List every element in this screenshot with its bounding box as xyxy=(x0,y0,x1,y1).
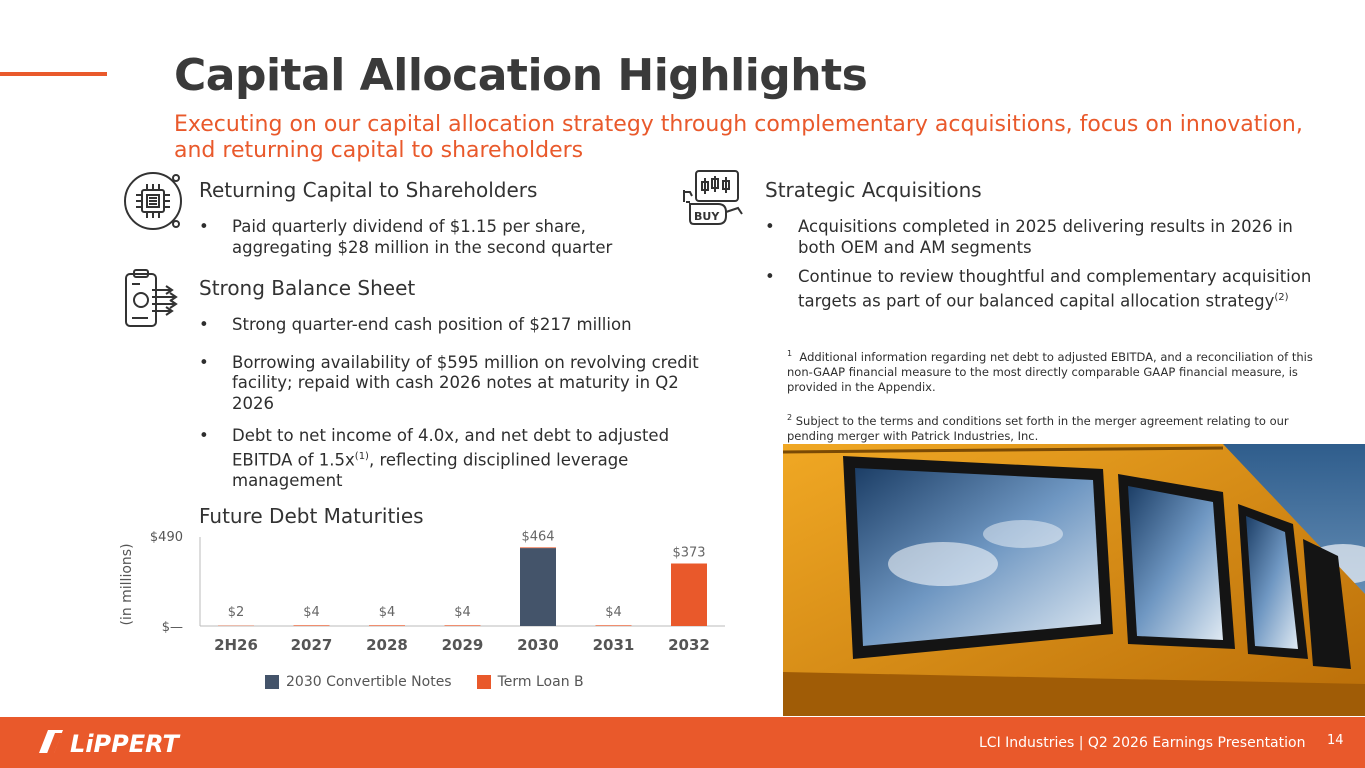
data-label-2027: $4 xyxy=(303,605,320,620)
balance-sheet-bullets: Strong quarter-end cash position of $217… xyxy=(199,315,699,491)
bar-2031-series-1 xyxy=(595,625,632,626)
returning-capital-heading: Returning Capital to Shareholders xyxy=(199,178,538,202)
leverage-text-b: , reflecting disciplined leverage manage… xyxy=(232,450,629,490)
title-accent-line xyxy=(0,72,107,76)
legend-label-term-loan-b: Term Loan B xyxy=(497,674,584,690)
school-bus-windows-photo xyxy=(783,444,1365,716)
lippert-logo: LiPPERT xyxy=(36,727,246,759)
footnote-1-mark: 1 xyxy=(787,349,793,358)
acquisitions-completed-bullet: Acquisitions completed in 2025 deliverin… xyxy=(765,217,1330,258)
legend-item-convertible-notes: 2030 Convertible Notes xyxy=(265,674,452,690)
acquisition-targets-bullet: Continue to review thoughtful and comple… xyxy=(765,267,1330,312)
leverage-bullet: Debt to net income of 4.0x, and net debt… xyxy=(199,426,699,491)
data-label-2029: $4 xyxy=(454,605,471,620)
chart-legend: 2030 Convertible Notes Term Loan B xyxy=(265,674,584,690)
footer-presentation-label: LCI Industries | Q2 2026 Earnings Presen… xyxy=(979,735,1306,751)
y-tick-label-max: $490 xyxy=(150,530,183,545)
balance-sheet-heading: Strong Balance Sheet xyxy=(199,276,416,300)
x-tick-label-2028: 2028 xyxy=(366,636,408,654)
debt-maturities-chart: (in millions) $490 $— $2 2H26 $4 2027 $4 2028 $4 2… xyxy=(110,515,735,665)
footnote-2-mark: 2 xyxy=(787,412,793,422)
returning-capital-bullets: Paid quarterly dividend of $1.15 per sha… xyxy=(199,217,659,258)
legend-label-convertible-notes: 2030 Convertible Notes xyxy=(286,674,452,690)
x-tick-label-2030: 2030 xyxy=(517,636,559,654)
clipboard-flow-icon xyxy=(122,268,184,330)
footnotes: 1 Additional information regarding net d… xyxy=(787,346,1332,444)
bar-2030-series-1 xyxy=(520,547,556,549)
dividend-bullet: Paid quarterly dividend of $1.15 per sha… xyxy=(199,217,659,258)
debt-maturities-chart-svg: (in millions) $490 $— $2 2H26 $4 2027 $4 2028 $4 2… xyxy=(119,529,725,654)
bar-2029-series-1 xyxy=(444,625,481,626)
strategic-acquisitions-bullets: Acquisitions completed in 2025 deliverin… xyxy=(765,217,1330,312)
buy-chart-icon: BUY xyxy=(682,168,744,230)
footnote-1-text: Additional information regarding net deb… xyxy=(787,349,1313,394)
footnote-2: 2 Subject to the terms and conditions se… xyxy=(787,410,1332,444)
slide-title: Capital Allocation Highlights xyxy=(174,50,868,101)
data-label-2032: $373 xyxy=(672,545,705,560)
data-label-2030: $464 xyxy=(521,529,554,544)
data-label-2h26: $2 xyxy=(228,605,245,620)
footer-bar xyxy=(0,717,1365,768)
footnote-1: 1 Additional information regarding net d… xyxy=(787,346,1332,395)
legend-swatch-term-loan-b xyxy=(476,675,491,689)
legend-item-term-loan-b: Term Loan B xyxy=(476,674,584,690)
acquisition-targets-text: Continue to review thoughtful and comple… xyxy=(798,267,1312,310)
leverage-text-a: Debt to net income of 4.0x, and net debt… xyxy=(232,426,670,469)
data-label-2031: $4 xyxy=(605,605,622,620)
page-number: 14 xyxy=(1327,733,1344,748)
bar-2032-series-1 xyxy=(671,563,707,626)
strategic-acquisitions-heading: Strategic Acquisitions xyxy=(765,178,982,202)
bar-2027-series-1 xyxy=(293,625,330,626)
y-axis-label: (in millions) xyxy=(119,543,135,625)
x-tick-label-2h26: 2H26 xyxy=(214,636,258,654)
footnote-ref-2: (2) xyxy=(1274,291,1289,303)
footnote-2-text: Subject to the terms and conditions set … xyxy=(787,413,1289,443)
bar-2028-series-1 xyxy=(369,625,405,626)
x-tick-label-2032: 2032 xyxy=(668,636,710,654)
borrowing-availability-bullet: Borrowing availability of $595 million o… xyxy=(199,353,699,415)
chart-title: Future Debt Maturities xyxy=(199,504,424,528)
x-tick-label-2029: 2029 xyxy=(442,636,484,654)
logo-wordmark: LiPPERT xyxy=(70,730,180,758)
legend-swatch-convertible-notes xyxy=(265,675,279,689)
slide-subtitle: Executing on our capital allocation stra… xyxy=(174,112,1303,163)
x-tick-label-2027: 2027 xyxy=(291,636,333,654)
chip-icon xyxy=(122,170,184,232)
bar-2030-series-0 xyxy=(520,548,556,626)
x-tick-label-2031: 2031 xyxy=(593,636,635,654)
svg-text:BUY: BUY xyxy=(694,210,720,223)
footnote-ref-1: (1) xyxy=(354,450,369,462)
cash-position-bullet: Strong quarter-end cash position of $217… xyxy=(199,315,699,336)
data-label-2028: $4 xyxy=(379,605,396,620)
y-tick-label-zero: $— xyxy=(162,620,183,635)
